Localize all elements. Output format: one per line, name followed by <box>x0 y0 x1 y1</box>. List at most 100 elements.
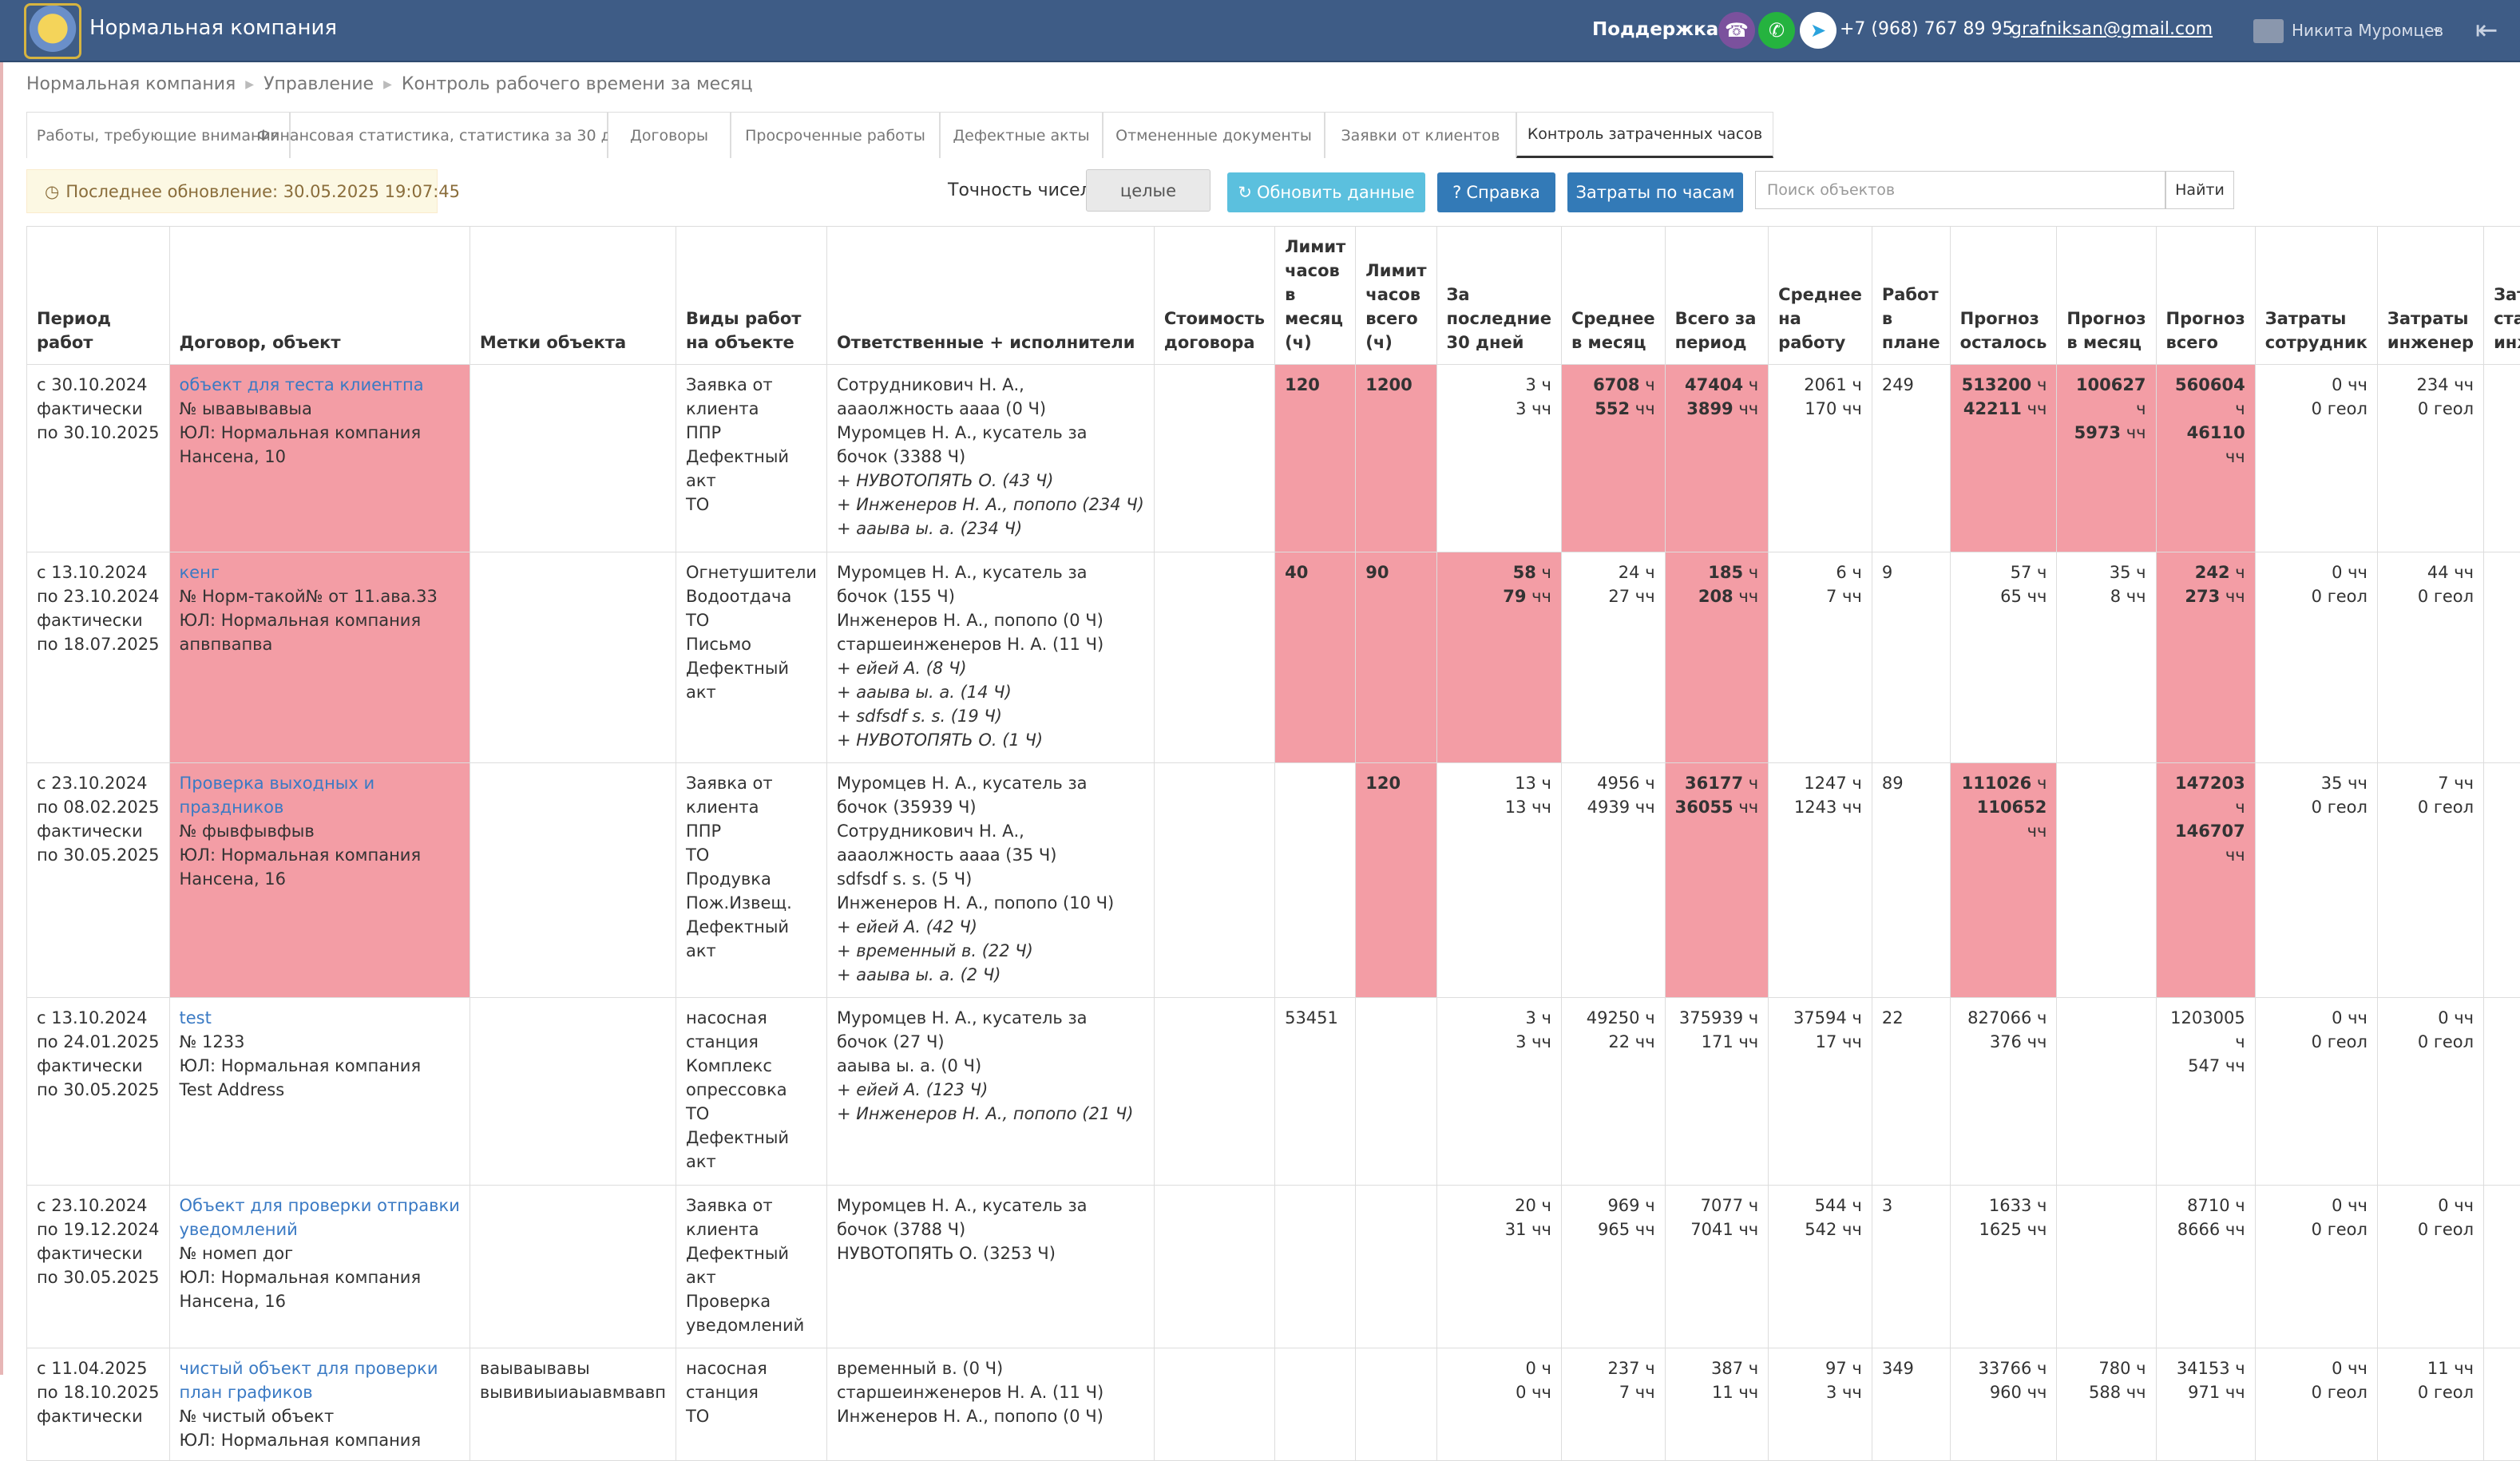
responsible-line: Инженеров Н. А., попопо (0 Ч) <box>837 1404 1144 1428</box>
user-menu[interactable]: Никита Муромцев <box>2292 21 2443 40</box>
cell-contract-cost <box>1154 552 1274 763</box>
refresh-data-button[interactable]: ↻Обновить данные <box>1227 172 1425 212</box>
help-button[interactable]: ?Справка <box>1437 172 1555 212</box>
forecast-left-value: 65 чч <box>1960 584 2047 608</box>
tab-attention-works[interactable]: Работы, требующие внимания <box>26 112 290 158</box>
tab-cancelled-docs[interactable]: Отмененные документы <box>1103 112 1325 158</box>
tab-hours-control[interactable]: Контроль затраченных часов <box>1516 112 1773 158</box>
limit-month-value: 53451 <box>1285 1006 1345 1030</box>
cell-resp: Сотрудникович Н. А.,аааолжность аааа (0 … <box>826 365 1154 552</box>
cell-cost-senior: 0 чч0 геол <box>2484 1186 2520 1348</box>
cost-senior-value: 0 геол <box>2494 795 2520 819</box>
planned-value: 89 <box>1882 771 1940 795</box>
company-name[interactable]: Нормальная компания <box>89 16 337 40</box>
avg-work-value: 542 чч <box>1778 1218 1862 1241</box>
telegram-icon[interactable]: ➤ <box>1800 12 1837 49</box>
period-value: по 18.07.2025 <box>37 632 160 656</box>
cell-limit-total: 120 <box>1356 763 1436 998</box>
whatsapp-icon[interactable]: ✆ <box>1758 12 1795 49</box>
object-search-input[interactable]: Поиск объектов <box>1755 171 2165 209</box>
object-link[interactable]: праздников <box>180 795 460 819</box>
planned-value: 249 <box>1882 373 1940 397</box>
planned-value: 3 <box>1882 1194 1940 1218</box>
top-navbar: Нормальная компания Поддержка: ☎ ✆ ➤ +7 … <box>0 0 2520 62</box>
forecast-left-value: чч <box>1960 819 2047 843</box>
logout-icon[interactable]: ⇤ <box>2475 14 2498 46</box>
hours-costs-button[interactable]: Затраты по часам <box>1567 172 1743 212</box>
period-value: с 11.04.2025 <box>37 1356 160 1380</box>
company-logo[interactable] <box>24 3 81 59</box>
breadcrumb-item-management[interactable]: Управление <box>263 74 374 94</box>
tab-overdue-works[interactable]: Просроченные работы <box>731 112 940 158</box>
tab-client-requests[interactable]: Заявки от клиентов <box>1325 112 1516 158</box>
total-period-value: 3899 чч <box>1675 397 1759 421</box>
object-link[interactable]: Объект для проверки отправки <box>180 1194 460 1218</box>
support-email-link[interactable]: grafniksan@gmail.com <box>2011 19 2213 39</box>
object-link[interactable]: план графиков <box>180 1380 460 1404</box>
precision-select[interactable]: целые <box>1086 169 1210 212</box>
viber-icon[interactable]: ☎ <box>1718 12 1755 49</box>
period-value: по 23.10.2024 <box>37 584 160 608</box>
column-header: Среднее на работу <box>1769 227 1872 365</box>
column-header: Период работ <box>27 227 170 365</box>
object-link[interactable]: объект для теста клиентпа <box>180 373 460 397</box>
tab-contracts[interactable]: Договоры <box>608 112 731 158</box>
object-link[interactable]: test <box>180 1006 460 1030</box>
object-link[interactable]: кенг <box>180 560 460 584</box>
executor-line: + НУВОТОПЯТЬ О. (43 Ч) <box>837 469 1144 493</box>
object-link[interactable]: Проверка выходных и <box>180 771 460 795</box>
object-link[interactable]: уведомлений <box>180 1218 460 1241</box>
forecast-left-value: 960 чч <box>1960 1380 2047 1404</box>
object-info-line: № 1233 <box>180 1030 460 1054</box>
limit-total-value: 90 <box>1365 560 1426 584</box>
cost-senior-value: 0 геол <box>2494 397 2520 421</box>
column-header: Затраты инженер <box>2377 227 2483 365</box>
object-link[interactable]: чистый объект для проверки <box>180 1356 460 1380</box>
user-avatar[interactable] <box>2253 19 2284 43</box>
avg-work-value: 97 ч <box>1778 1356 1862 1380</box>
cost-engineer-value: 0 геол <box>2387 1030 2474 1054</box>
cost-engineer-value: 0 геол <box>2387 397 2474 421</box>
avg-month-value: 237 ч <box>1571 1356 1655 1380</box>
support-phone[interactable]: +7 (968) 767 89 95 <box>1840 19 2014 39</box>
responsible-line: Муромцев Н. А., кусатель за <box>837 1006 1144 1030</box>
search-button[interactable]: Найти <box>2165 171 2234 209</box>
tab-defect-acts[interactable]: Дефектные акты <box>940 112 1103 158</box>
work-types-value: акт <box>686 469 817 493</box>
forecast-month-value: 588 чч <box>2066 1380 2146 1404</box>
cost-employee-value: 0 чч <box>2265 373 2367 397</box>
responsible-line: Муромцев Н. А., кусатель за <box>837 771 1144 795</box>
forecast-month-value: 35 ч <box>2066 560 2146 584</box>
avg-month-value: 24 ч <box>1571 560 1655 584</box>
cell-limit-total <box>1356 998 1436 1186</box>
cost-employee-value: 0 геол <box>2265 397 2367 421</box>
chevron-down-icon[interactable]: ⌄ <box>2431 19 2443 36</box>
forecast-total-value: 8710 ч <box>2166 1194 2245 1218</box>
forecast-month-value: 100627 <box>2066 373 2146 397</box>
executor-line: + ааыва ы. а. (2 Ч) <box>837 963 1144 987</box>
avg-month-value: 4939 чч <box>1571 795 1655 819</box>
avg-work-value: 3 чч <box>1778 1380 1862 1404</box>
left-edge-marker <box>0 62 3 1375</box>
refresh-label: Обновить данные <box>1257 183 1415 202</box>
tab-financial-stats[interactable]: Финансовая статистика, статистика за 30 … <box>290 112 608 158</box>
breadcrumb-item-company[interactable]: Нормальная компания <box>26 74 236 94</box>
